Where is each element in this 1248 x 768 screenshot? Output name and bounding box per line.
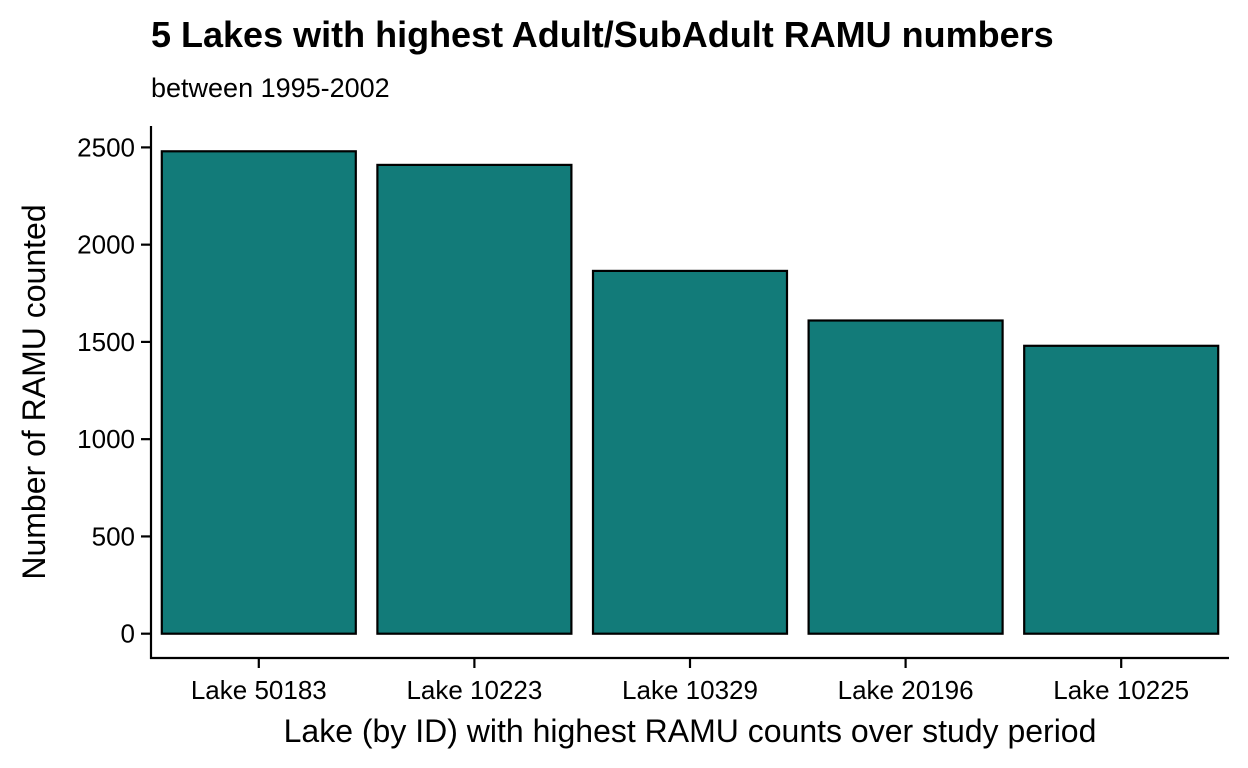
bar-lake-10225 — [1023, 344, 1220, 635]
y-tick-label: 0 — [121, 619, 135, 649]
chart-title: 5 Lakes with highest Adult/SubAdult RAMU… — [151, 14, 1054, 55]
bars-group — [160, 150, 1220, 635]
x-tick-label: Lake 50183 — [191, 675, 327, 705]
chart-subtitle: between 1995-2002 — [151, 73, 390, 103]
y-tick-label: 500 — [92, 521, 135, 551]
y-tick-label: 1500 — [77, 327, 135, 357]
x-tick-label: Lake 20196 — [838, 675, 974, 705]
bar-lake-50183 — [160, 150, 357, 635]
x-axis-label: Lake (by ID) with highest RAMU counts ov… — [284, 713, 1097, 749]
x-tick-label: Lake 10223 — [406, 675, 542, 705]
y-axis-label: Number of RAMU counted — [16, 204, 52, 579]
x-tick-label: Lake 10225 — [1053, 675, 1189, 705]
y-tick-label: 2500 — [77, 132, 135, 162]
bar-lake-10329 — [591, 269, 789, 635]
x-tick-label: Lake 10329 — [622, 675, 758, 705]
y-tick-label: 1000 — [77, 424, 135, 454]
y-tick-label: 2000 — [77, 230, 135, 260]
bar-lake-20196 — [807, 319, 1004, 635]
bar-lake-10223 — [376, 163, 573, 635]
axes-group: 0 500 1000 1500 2000 2500 Lake 50183 Lake 10223… — [77, 126, 1229, 705]
